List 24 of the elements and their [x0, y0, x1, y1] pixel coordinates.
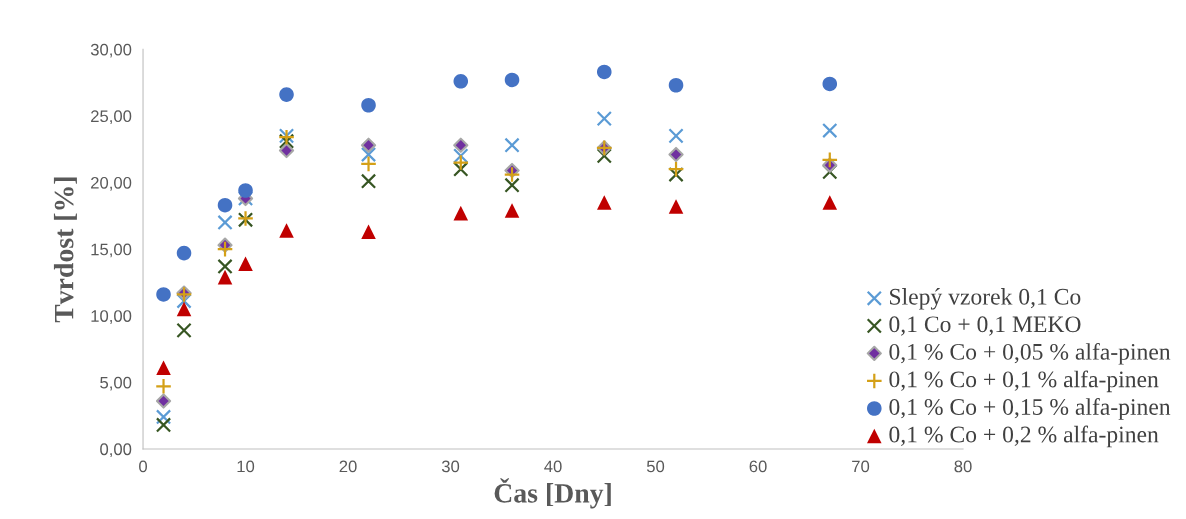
legend-label: 0,1 % Co + 0,15 % alfa-pinen — [889, 398, 1171, 420]
legend-label: Slepý vzorek 0,1 Co — [890, 288, 1081, 310]
x-tick-label: 30 — [441, 460, 460, 473]
y-tick-label: 25,00 — [91, 110, 132, 125]
y-tick-label: 5,00 — [100, 376, 132, 391]
legend-label: 0,1 % Co + 0,2 % alfa-pinen — [889, 425, 1159, 448]
legend-label: 0,1 % Co + 0,1 % alfa-pinen — [889, 370, 1159, 393]
x-tick-label: 10 — [237, 460, 255, 473]
x-tick-label: 50 — [646, 460, 665, 473]
y-tick-label: 30,00 — [90, 43, 132, 58]
x-tick-label: 0 — [139, 460, 148, 473]
y-tick-label: 10,00 — [91, 310, 132, 324]
legend-label: 0,1 Co + 0,1 MEKO — [889, 316, 1081, 336]
legend-label: 0,1 % Co + 0,05 % alfa-pinen — [889, 342, 1171, 365]
x-axis-title: Čas [Dny] — [494, 478, 611, 509]
x-tick-label: 40 — [544, 460, 562, 473]
x-tick-label: 70 — [852, 460, 870, 473]
x-tick-label: 60 — [749, 460, 767, 473]
y-tick-label: 20,00 — [91, 176, 132, 191]
y-tick-label: 15,00 — [91, 243, 132, 258]
x-tick-label: 20 — [339, 460, 357, 473]
y-axis-title: Tvrdost [%] — [53, 177, 77, 323]
x-tick-label: 80 — [954, 460, 972, 473]
y-tick-label: 0,00 — [100, 443, 132, 458]
